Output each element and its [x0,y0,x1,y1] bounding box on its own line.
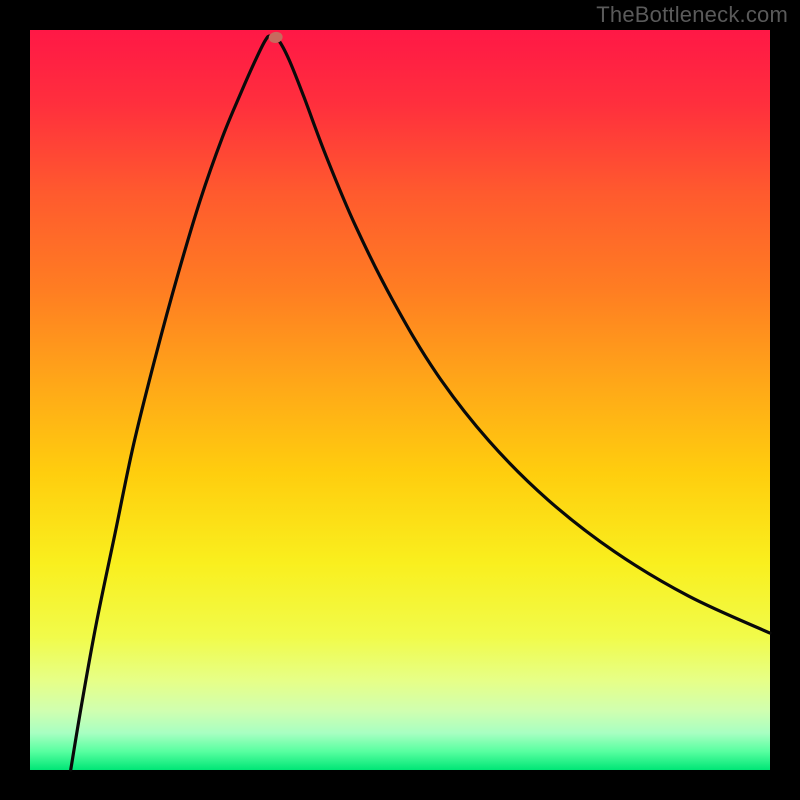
plot-area [30,30,770,770]
chart-container: TheBottleneck.com [0,0,800,800]
bottleneck-chart [0,0,800,800]
watermark-label: TheBottleneck.com [596,2,788,28]
